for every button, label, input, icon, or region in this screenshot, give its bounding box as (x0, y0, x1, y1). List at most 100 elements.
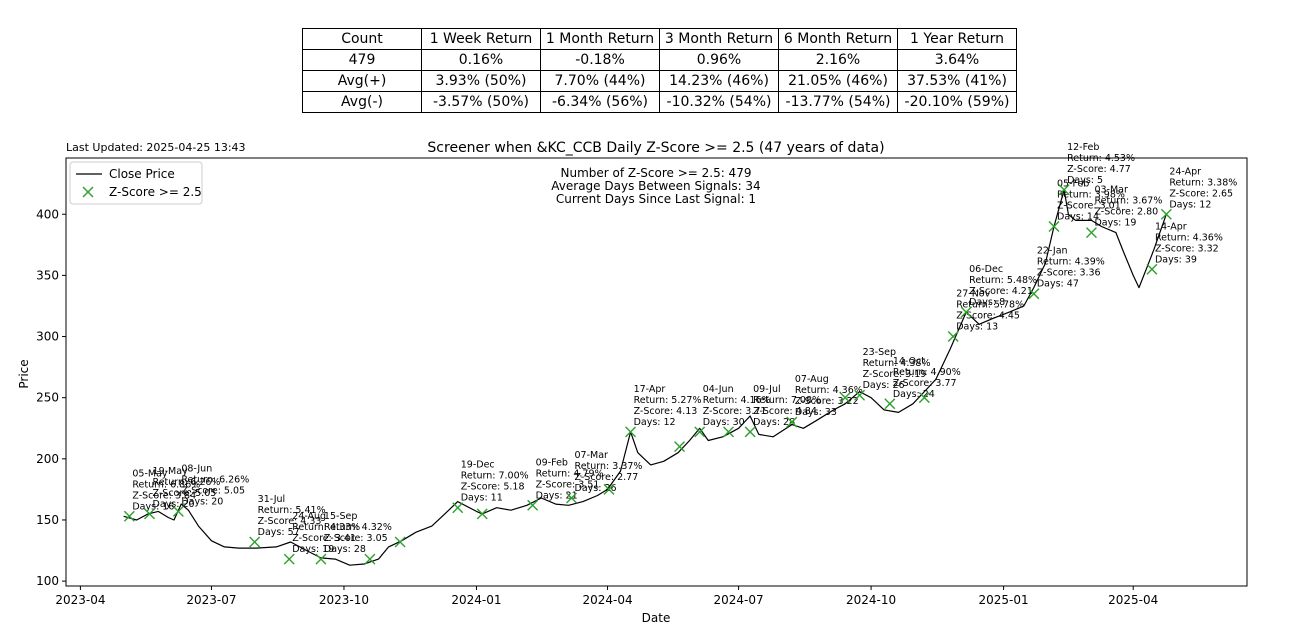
signal-annotation: 09-Jul Return: 7.08% Z-Score: 4.84 Days: 28 (753, 384, 821, 428)
signal-annotation: 24-Aug Return: 4.33% Z-Score: 3.41 Days: 19 (292, 511, 360, 555)
x-axis-label: Date (642, 611, 671, 625)
y-tick-label: 200 (36, 452, 59, 466)
annotation-line: Return: 3.67% (1094, 196, 1162, 207)
signal-marker-stroke (364, 553, 376, 565)
annotation-line: 22-Jan (1037, 246, 1068, 257)
stats-cell: Avg(+) (302, 70, 422, 92)
stats-header-cell: 6 Month Return (778, 28, 898, 50)
info-line-count: Number of Z-Score >= 2.5: 479 (561, 166, 752, 180)
x-tick-label: 2025-01 (979, 593, 1029, 607)
signal-marker (452, 502, 464, 514)
signal-annotation: 09-Feb Return: 4.79% Z-Score: 3.51 Days: 21 (536, 457, 604, 501)
signal-marker-stroke (283, 553, 295, 565)
signal-marker (1058, 184, 1070, 196)
signal-annotation: 08-Jun Return: 6.26% Z-Score: 5.05 Days: 20 (181, 463, 249, 507)
signal-annotation: 23-Sep Return: 4.38% Z-Score: 3.19 Days: 26 (863, 347, 931, 391)
signal-marker (283, 553, 295, 565)
signal-marker (918, 392, 930, 404)
signal-marker (854, 389, 866, 401)
x-tick-label: 2025-04 (1108, 593, 1158, 607)
stats-cell: -10.32% (54%) (659, 91, 779, 113)
annotation-line: 09-Feb (536, 457, 568, 468)
annotation-line: Return: 3.98% (1057, 189, 1125, 200)
signal-annotation: 15-Sep Return: 4.32% Z-Score: 3.05 Days: 28 (324, 511, 392, 555)
signal-annotation: 22-Jan Return: 4.39% Z-Score: 3.36 Days: 47 (1037, 246, 1105, 290)
annotation-line: Z-Score: 5.05 (181, 485, 245, 496)
signal-marker (694, 426, 706, 438)
signal-marker-stroke (918, 392, 930, 404)
annotation-line: 17-Apr (634, 384, 666, 395)
x-axis: 2023-04 2023-07 2023-10 2024-01 2024-04 2024-… (55, 586, 1158, 607)
annotation-line: Return: 4.90% (893, 367, 961, 378)
signal-annotation: 07-Aug Return: 4.36% Z-Score: 3.22 Days: 33 (795, 374, 863, 418)
signal-marker (1085, 227, 1097, 239)
signal-marker-stroke (884, 398, 896, 410)
signal-marker (947, 331, 959, 343)
y-axis: 100 150 200 250 300 350 400 (36, 207, 66, 588)
x-tick-label: 2023-10 (319, 593, 369, 607)
y-tick-label: 300 (36, 330, 59, 344)
annotation-line: Z-Score: 3.19 (863, 369, 927, 380)
stats-cell: 3.93% (50%) (421, 70, 541, 92)
stats-header-row: Count 1 Week Return 1 Month Return 3 Month … (302, 28, 1017, 50)
signal-marker-stroke (172, 505, 184, 517)
annotation-line: 06-Dec (969, 264, 1003, 275)
x-tick-label: 2024-04 (582, 593, 632, 607)
signal-marker-stroke (527, 499, 539, 511)
signal-marker (674, 441, 686, 453)
annotation-line: Return: 7.00% (461, 471, 529, 482)
annotation-line: Days: 11 (461, 493, 503, 504)
annotation-line: 19-May (153, 466, 189, 477)
stats-cell: 14.23% (46%) (659, 70, 779, 92)
signal-marker (172, 505, 184, 517)
signal-marker-stroke (315, 553, 327, 565)
signal-marker-stroke (603, 483, 615, 495)
annotation-line: Return: 5.48% (969, 275, 1037, 286)
annotation-line: Return: 5.27% (634, 395, 702, 406)
annotation-line: Z-Score: 4.77 (1067, 164, 1131, 175)
signal-marker (476, 508, 488, 520)
annotation-line: 24-Aug (292, 511, 326, 522)
annotation-line: Days: 21 (536, 490, 578, 501)
last-updated-label: Last Updated: 2025-04-25 13:43 (66, 141, 246, 154)
stats-cell: -20.10% (59%) (897, 91, 1017, 113)
signal-marker-stroke (723, 426, 735, 438)
annotation-line: Return: 4.33% (292, 522, 360, 533)
annotation-line: Days: 8 (969, 297, 1005, 308)
signal-marker (786, 416, 798, 428)
stats-row: Avg(+) 3.93% (50%) 7.70% (44%) 14.23% (46%)… (302, 70, 1017, 92)
annotation-line: Z-Score: 2.77 (575, 472, 639, 483)
signal-marker-stroke (144, 508, 156, 520)
signal-marker-stroke (1048, 220, 1060, 232)
signal-annotation: 31-Jul Return: 5.41% Z-Score: 4.33 Days: 57 (258, 494, 326, 538)
annotation-line: Return: 6.26% (153, 477, 221, 488)
annotation-line: Days: 24 (893, 389, 935, 400)
annotation-line: 24-Apr (1169, 166, 1201, 177)
annotation-line: Days: 28 (324, 544, 366, 555)
annotation-line: Days: 20 (181, 496, 223, 507)
annotation-line: 23-Sep (863, 347, 896, 358)
signal-marker (1028, 288, 1040, 300)
stats-cell: -6.34% (56%) (540, 91, 660, 113)
annotation-line: Days: 5 (1067, 175, 1103, 186)
annotation-line: 03-Mar (1094, 185, 1128, 196)
annotation-line: 15-Sep (324, 511, 357, 522)
signal-marker (603, 483, 615, 495)
signal-annotation: 06-Dec Return: 5.48% Z-Score: 4.21 Days: 8 (969, 264, 1037, 308)
signal-annotation: 14-Apr Return: 4.36% Z-Score: 3.32 Days: 39 (1155, 221, 1223, 265)
annotation-line: Days: 33 (795, 407, 837, 418)
x-tick-label: 2024-07 (714, 593, 764, 607)
annotation-line: Days: 12 (1169, 199, 1211, 210)
plot-area: 05-May Return: 6.86% Z-Score: 3.84 Days: 16… (123, 142, 1237, 566)
signal-info: Number of Z-Score >= 2.5: 479 Average Da… (551, 166, 760, 206)
signal-marker (566, 492, 578, 504)
signal-annotation: 05-Feb Return: 3.98% Z-Score: 3.01 Days: 14 (1057, 178, 1125, 222)
info-line-current: Current Days Since Last Signal: 1 (556, 192, 756, 206)
signal-marker (249, 536, 261, 548)
signal-marker-stroke (1028, 288, 1040, 300)
annotation-line: 14-Oct (893, 356, 925, 367)
signal-marker (364, 553, 376, 565)
signal-marker (527, 499, 539, 511)
stats-cell: -3.57% (50%) (421, 91, 541, 113)
signal-marker-stroke (452, 502, 464, 514)
